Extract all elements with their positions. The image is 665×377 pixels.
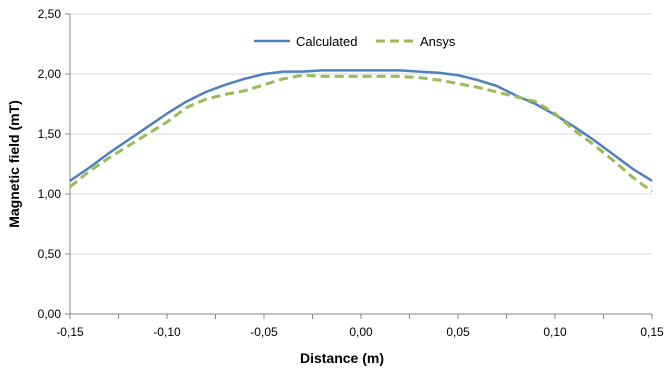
axes: 0,00 0,50 1,00 1,50 2,00 2,50 -0,15 -0,10 -0,05 0…: [38, 7, 664, 339]
series-line-ansys: [70, 75, 652, 191]
y-tick-label: 0,50: [38, 247, 62, 261]
gridlines: [70, 14, 652, 254]
x-tick-label: 0,15: [640, 325, 664, 339]
x-tick-label: -0,05: [250, 325, 278, 339]
x-tick-label: 0,10: [543, 325, 567, 339]
x-tick-label: -0,15: [56, 325, 84, 339]
y-tick-label: 1,00: [38, 187, 62, 201]
y-tick-label: 2,00: [38, 67, 62, 81]
legend-label-ansys: Ansys: [420, 34, 456, 49]
x-axis-title: Distance (m): [300, 350, 384, 366]
y-tick-label: 2,50: [38, 7, 62, 21]
series-line-calculated: [70, 70, 652, 180]
legend: Calculated Ansys: [254, 34, 456, 49]
y-axis-title: Magnetic field (mT): [6, 100, 22, 228]
series-lines: [70, 70, 652, 191]
x-tick-label: 0,05: [446, 325, 470, 339]
x-tick-label: -0,10: [153, 325, 181, 339]
y-tick-label: 0,00: [38, 307, 62, 321]
y-tick-label: 1,50: [38, 127, 62, 141]
legend-label-calculated: Calculated: [296, 34, 357, 49]
x-tick-label: 0,00: [349, 325, 373, 339]
